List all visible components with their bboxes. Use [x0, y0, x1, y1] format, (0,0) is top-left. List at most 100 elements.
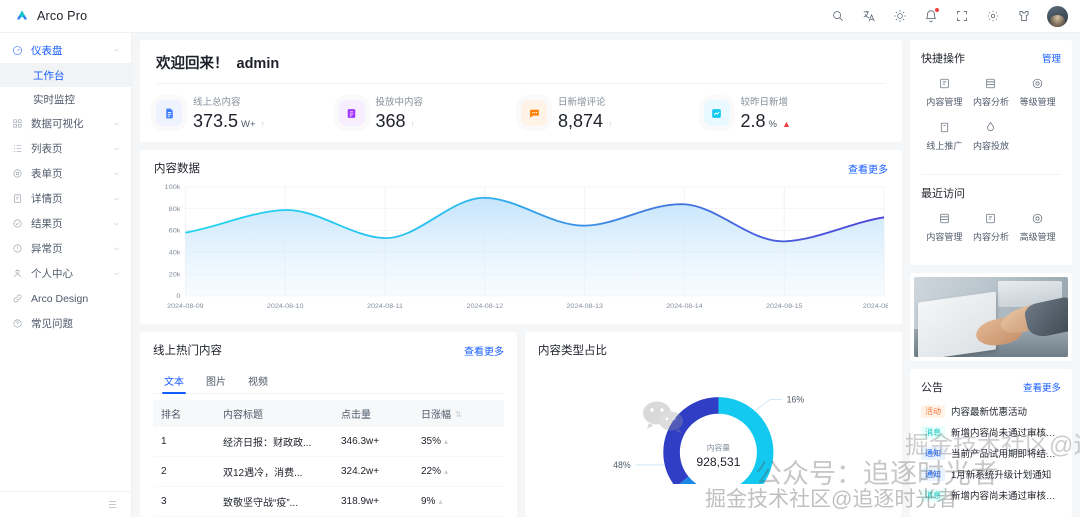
recent-item-content-analyze[interactable]: 内容分析 — [968, 210, 1015, 243]
fire-icon — [983, 119, 999, 135]
card-title: 内容数据 — [154, 163, 200, 175]
table-row[interactable]: 2 双12遇冷，消费... 324.2w+ 22% ▴ — [153, 456, 504, 487]
collapse-sidebar-icon[interactable] — [0, 491, 131, 517]
cell-growth-value: 35% — [421, 436, 442, 447]
tab-video[interactable]: 视频 — [248, 377, 268, 388]
help-doc-header: 帮助文档 查看更多 — [910, 508, 1072, 517]
tab-image[interactable]: 图片 — [206, 377, 226, 388]
quick-action-content-delivery[interactable]: 内容投放 — [968, 119, 1015, 152]
announcement-card: 公告 查看更多 活动 内容最新优惠活动 消息 新增内容尚未通过审核，详情... — [910, 369, 1072, 517]
translate-icon[interactable] — [861, 9, 876, 24]
view-more-link[interactable]: 查看更多 — [848, 164, 888, 176]
avatar[interactable] — [1047, 5, 1068, 27]
promo-image-card — [910, 273, 1072, 361]
svg-text:2024-08-13: 2024-08-13 — [566, 303, 603, 309]
quick-actions-body: 快捷操作 管理 内容管理 内容分析 — [910, 40, 1072, 174]
sidebar-subitem-label: 工作台 — [33, 69, 65, 82]
hot-content-card: 线上热门内容 查看更多 文本 图片 视频 排名 — [140, 332, 517, 517]
quick-action-content-manage[interactable]: 内容管理 — [921, 75, 968, 108]
cell-growth-value: 9% — [421, 496, 436, 507]
table-body: 1 经济日报：财政政... 346.3w+ 35% ▴ 2 双12遇冷，消费...… — [153, 427, 504, 517]
sidebar-item-personal-center[interactable]: 个人中心 — [0, 261, 131, 286]
sidebar-item-realtime-monitor[interactable]: 实时监控 — [0, 87, 131, 111]
cell-clicks: 318.9w+ — [333, 486, 413, 517]
cell-growth-value: 22% — [421, 466, 442, 477]
announcement-item[interactable]: 通知 当前产品试用期即将结束，如... — [921, 446, 1061, 460]
card-header: 最近访问 — [921, 185, 1061, 201]
trend-arrow-icon: ↑ — [260, 119, 266, 129]
announcement-item[interactable]: 消息 新增内容尚未通过审核，详情... — [921, 425, 1061, 439]
manage-link[interactable]: 管理 — [1041, 54, 1061, 65]
card-header: 快捷操作 管理 — [921, 50, 1061, 66]
chevron-down-icon — [112, 194, 121, 203]
quick-action-promotion[interactable]: 线上推广 — [921, 119, 968, 152]
svg-text:60k: 60k — [169, 228, 181, 234]
sidebar-item-faq[interactable]: 常见问题 — [0, 311, 131, 336]
card-title: 快捷操作 — [921, 53, 965, 65]
announcement-text: 1月新系统升级计划通知 — [951, 470, 1052, 481]
svg-text:100k: 100k — [165, 184, 182, 190]
svg-text:2024-08-14: 2024-08-14 — [666, 303, 703, 309]
svg-text:2024-08-11: 2024-08-11 — [367, 303, 403, 309]
tab-text[interactable]: 文本 — [153, 369, 195, 394]
stat-publishing-content: 投放中内容 368 ↑ — [338, 94, 522, 132]
quick-actions-card: 快捷操作 管理 内容管理 内容分析 — [910, 40, 1072, 265]
stat-value-row: 2.8 % ▲ — [741, 111, 791, 132]
donut-rings: 内容量 928,531 — [663, 397, 774, 484]
cell-title: 经济日报：财政政... — [215, 427, 333, 457]
shirt-icon[interactable] — [1016, 9, 1031, 24]
quick-action-content-analyze[interactable]: 内容分析 — [968, 75, 1015, 108]
chevron-down-icon — [112, 144, 121, 153]
brand[interactable]: Arco Pro — [0, 8, 132, 24]
stat-daily-increase: 较昨日新增 2.8 % ▲ — [703, 94, 887, 132]
column-growth[interactable]: 日涨幅 ⇅ — [413, 400, 504, 427]
search-icon[interactable] — [830, 9, 845, 24]
announcement-item[interactable]: 活动 内容最新优惠活动 — [921, 404, 1061, 418]
chevron-down-icon — [112, 269, 121, 278]
quick-action-level-manage[interactable]: 等级管理 — [1014, 75, 1061, 108]
settings-icon[interactable] — [985, 9, 1000, 24]
fullscreen-icon[interactable] — [954, 9, 969, 24]
sidebar-item-workbench[interactable]: 工作台 — [0, 63, 131, 87]
svg-text:2024-08-09: 2024-08-09 — [167, 303, 204, 309]
column-rank: 排名 — [153, 400, 215, 427]
stat-text: 较昨日新增 2.8 % ▲ — [741, 94, 791, 132]
svg-text:2024-08-15: 2024-08-15 — [766, 303, 803, 309]
sidebar-item-detail-page[interactable]: 详情页 — [0, 186, 131, 211]
sidebar-item-list-page[interactable]: 列表页 — [0, 136, 131, 161]
sidebar-item-exception-page[interactable]: 异常页 — [0, 236, 131, 261]
view-more-link[interactable]: 查看更多 — [1022, 383, 1061, 394]
trend-arrow-icon: ↑ — [608, 119, 613, 129]
bell-icon[interactable] — [923, 7, 939, 24]
sidebar-item-dashboard[interactable]: 仪表盘 — [0, 38, 131, 63]
view-more-link[interactable]: 查看更多 — [464, 346, 504, 358]
header-icons — [830, 5, 1080, 27]
recent-item-content-manage[interactable]: 内容管理 — [921, 210, 968, 243]
stat-value-row: 368 ↑ — [376, 111, 424, 132]
detail-icon — [11, 192, 24, 205]
announcement-item[interactable]: 消息 新增内容尚未通过审核，详情... — [921, 488, 1061, 502]
cell-clicks: 346.3w+ — [333, 427, 413, 457]
theme-sun-icon[interactable] — [892, 9, 907, 24]
welcome-card: 欢迎回来！ admin 线上总内容 373.5 W+ — [140, 40, 902, 142]
chevron-down-icon — [112, 219, 121, 228]
sidebar-item-data-visualization[interactable]: 数据可视化 — [0, 111, 131, 136]
announcement-item[interactable]: 通知 1月新系统升级计划通知 — [921, 467, 1061, 481]
sidebar-item-result-page[interactable]: 结果页 — [0, 211, 131, 236]
svg-text:2024-08-16: 2024-08-16 — [863, 303, 888, 309]
area-chart-svg: 100k 80k 60k 40k 20k 0 2024-08-09 2024-0… — [165, 184, 888, 309]
stat-value: 373.5 — [193, 111, 239, 131]
hot-content-table: 排名 内容标题 点击量 日涨幅 ⇅ 1 经济日报：财政政... — [153, 400, 504, 517]
sidebar-subitem-label: 实时监控 — [33, 93, 75, 106]
content-data-card: 内容数据 查看更多 — [140, 150, 902, 324]
table-row[interactable]: 1 经济日报：财政政... 346.3w+ 35% ▴ — [153, 427, 504, 457]
table-row[interactable]: 3 致敬坚守战“疫”... 318.9w+ 9% ▴ — [153, 486, 504, 517]
sort-icon[interactable]: ⇅ — [455, 410, 462, 419]
sidebar-item-form-page[interactable]: 表单页 — [0, 161, 131, 186]
sidebar-item-arco-design[interactable]: Arco Design — [0, 286, 131, 311]
recent-item-advanced-manage[interactable]: 高级管理 — [1014, 210, 1061, 243]
notification-badge — [935, 7, 939, 12]
donut-label-16: 16% — [787, 395, 805, 405]
chart-y-axis: 100k 80k 60k 40k 20k 0 — [165, 184, 182, 300]
stats-row: 线上总内容 373.5 W+ ↑ — [156, 83, 886, 132]
